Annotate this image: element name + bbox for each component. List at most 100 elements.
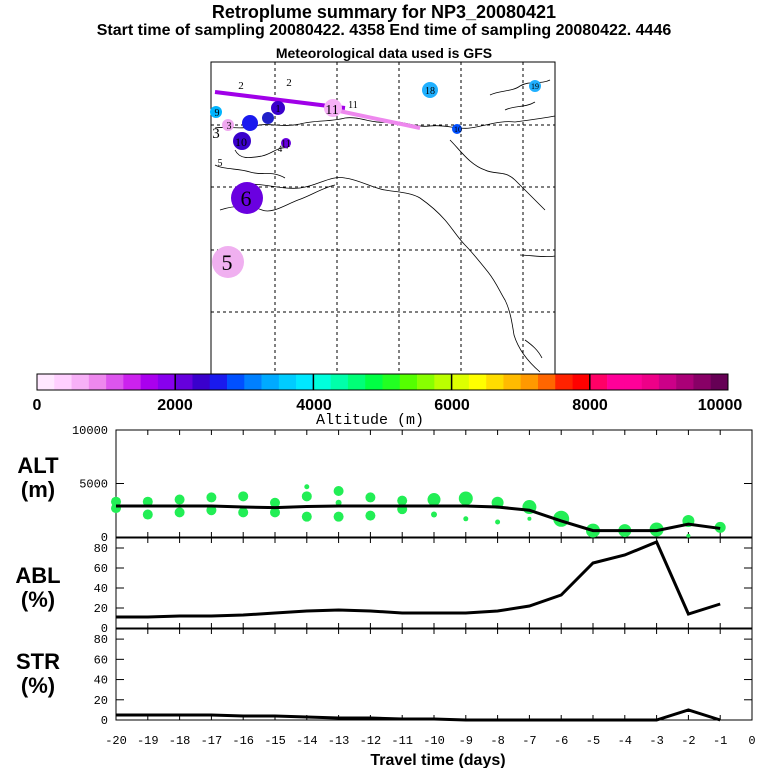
colorbar-cell — [641, 374, 660, 390]
map-label: 11 — [325, 103, 338, 118]
data-point — [431, 511, 437, 518]
data-point — [365, 510, 376, 521]
colorbar-tick-label: 8000 — [572, 397, 608, 414]
data-point — [270, 507, 280, 518]
data-point — [270, 497, 280, 508]
y-tick-label: 40 — [94, 582, 108, 596]
colorbar-cell — [434, 374, 452, 390]
plume-centroid — [233, 132, 251, 150]
map-label: 5 — [222, 250, 233, 275]
y-tick-label: 0 — [101, 531, 108, 545]
data-point — [238, 507, 249, 518]
colorbar-cell — [54, 374, 72, 390]
colorbar-tick-label: 2000 — [157, 397, 193, 414]
x-tick-label: -10 — [423, 734, 445, 748]
x-tick-label: -17 — [201, 734, 223, 748]
map-label: 11 — [348, 100, 358, 111]
colorbar-tick-label: 0 — [33, 397, 42, 414]
data-point — [301, 491, 312, 502]
colorbar-cell — [261, 374, 280, 390]
colorbar-cell — [710, 374, 729, 390]
x-tick-label: 0 — [748, 734, 755, 748]
data-point — [527, 516, 532, 521]
plume-centroid — [262, 112, 274, 124]
map-label: 10 — [454, 125, 462, 134]
met-data-note: Meteorological data used is GFS — [275, 45, 493, 61]
plume-centroid — [529, 80, 541, 92]
colorbar-cell — [347, 374, 366, 390]
str-axis-label: STR (%) — [16, 649, 60, 698]
map-label: 6 — [241, 186, 252, 211]
data-point — [238, 491, 249, 502]
colorbar-cell — [468, 374, 487, 390]
colorbar-cell — [451, 374, 470, 390]
data-point — [495, 519, 501, 525]
series-line — [116, 540, 721, 619]
data-point — [333, 485, 344, 496]
x-tick-label: -16 — [232, 734, 254, 748]
colorbar-label: Altitude (m) — [316, 412, 424, 429]
map-panel: 2 2 9 3 3 1 10 11 5 6 5 11 11 18 19 10 4 — [210, 61, 556, 375]
x-tick-label: -5 — [586, 734, 600, 748]
map-label: 2 — [238, 80, 244, 92]
plume-centroid — [324, 99, 342, 117]
y-tick-label: 80 — [94, 542, 108, 556]
plume-centroid — [210, 106, 222, 118]
y-tick-label: 0 — [101, 622, 108, 636]
colorbar-cell — [296, 374, 314, 390]
map-label: 18 — [425, 86, 435, 97]
colorbar-cell — [244, 374, 262, 390]
data-point — [365, 492, 376, 503]
colorbar-cell — [607, 374, 625, 390]
colorbar-cell — [192, 374, 211, 390]
colorbar-cell — [123, 374, 141, 390]
colorbar-cell — [313, 374, 331, 390]
plume-centroid — [212, 246, 244, 278]
colorbar-cell — [140, 374, 159, 390]
y-tick-label: 20 — [94, 602, 108, 616]
y-tick-label: 80 — [94, 633, 108, 647]
map-label: 19 — [531, 82, 539, 91]
plume-centroid — [281, 138, 291, 148]
trajectory-line — [214, 90, 346, 110]
colorbar-cell — [157, 374, 176, 390]
plume-centroid — [231, 182, 263, 214]
plume-centroid — [422, 82, 438, 98]
panel-frame — [115, 628, 753, 721]
colorbar-tick-label: 4000 — [296, 397, 332, 414]
data-point — [335, 499, 342, 506]
data-point — [142, 496, 153, 507]
map-label: 2 — [286, 77, 292, 89]
colorbar-cell — [589, 374, 608, 390]
x-tick-label: -1 — [713, 734, 727, 748]
map-label: 4 — [278, 144, 283, 154]
data-point — [397, 495, 408, 506]
series-line — [116, 708, 721, 722]
map-label: 3 — [212, 126, 220, 142]
data-point — [463, 516, 469, 522]
y-tick-label: 5000 — [79, 478, 108, 492]
data-point — [174, 494, 185, 505]
x-tick-label: -12 — [360, 734, 382, 748]
altitude-colorbar — [36, 373, 729, 391]
colorbar-cell — [365, 374, 383, 390]
alt-axis-label: ALT (m) — [17, 453, 59, 502]
x-tick-label: -2 — [681, 734, 695, 748]
plume-centroid — [222, 119, 234, 131]
x-tick-label: -18 — [169, 734, 191, 748]
data-point — [301, 511, 312, 522]
data-point — [174, 507, 185, 518]
x-tick-label: -8 — [490, 734, 504, 748]
data-point — [686, 533, 691, 538]
x-tick-label: -20 — [105, 734, 127, 748]
x-tick-label: -19 — [137, 734, 159, 748]
data-point — [206, 505, 217, 516]
x-tick-label: -14 — [296, 734, 318, 748]
y-tick-label: 60 — [94, 562, 108, 576]
colorbar-tick-label: 10000 — [698, 397, 743, 414]
colorbar-cell — [278, 374, 297, 390]
x-tick-label: -4 — [618, 734, 632, 748]
map-label: 11 — [281, 139, 291, 150]
colorbar-tick-label: 6000 — [434, 397, 470, 414]
